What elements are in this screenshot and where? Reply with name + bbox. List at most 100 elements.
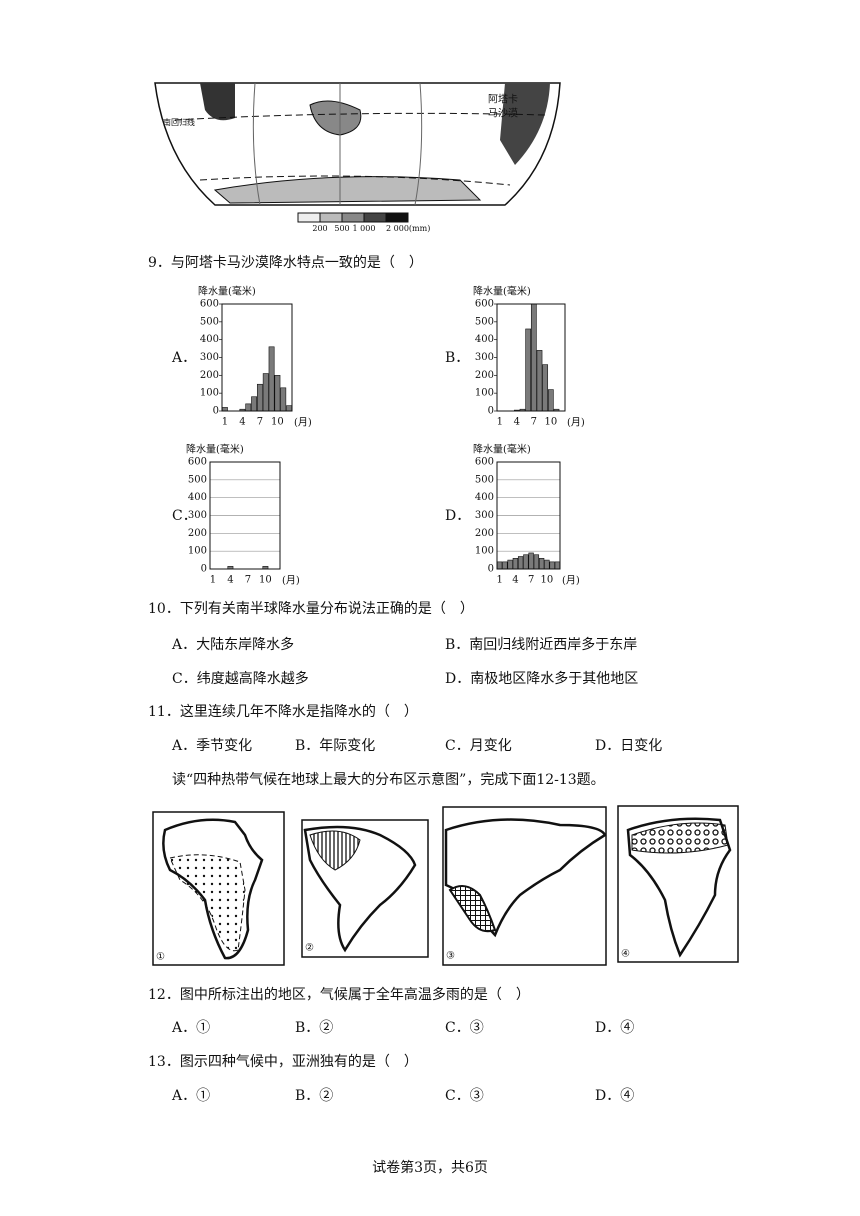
x-tick-label: 4 <box>239 417 245 428</box>
y-tick-label: 200 <box>200 370 219 381</box>
bar <box>542 364 549 412</box>
bar <box>547 389 554 412</box>
legend-label: 200 <box>312 224 327 233</box>
y-tick-label: 400 <box>200 334 219 345</box>
x-unit: (月) <box>567 417 585 429</box>
y-tick-label: 400 <box>188 492 207 503</box>
bar <box>538 557 545 570</box>
x-tick-label: 4 <box>227 575 233 586</box>
bar <box>512 557 519 570</box>
x-tick-label: 7 <box>257 417 263 428</box>
bar <box>533 554 540 570</box>
option: A．① <box>171 1020 210 1036</box>
option: D．④ <box>595 1020 634 1036</box>
option: C．月变化 <box>445 738 512 754</box>
y-tick-label: 0 <box>201 564 207 575</box>
option: B．② <box>295 1088 333 1104</box>
option-label: D． <box>445 508 470 524</box>
y-tick-label: 200 <box>188 528 207 539</box>
x-tick-label: 10 <box>271 417 284 428</box>
y-axis-label: 降水量(毫米) <box>473 285 531 298</box>
x-tick-label: 1 <box>496 575 502 586</box>
figure-label: ③ <box>446 951 455 962</box>
y-axis-label: 降水量(毫米) <box>186 443 244 456</box>
bar <box>502 561 508 570</box>
x-tick-label: 1 <box>222 417 228 428</box>
option: C．③ <box>445 1088 484 1104</box>
map-label: 南回归线 <box>163 117 195 127</box>
option-label: B． <box>445 350 469 366</box>
x-tick-label: 10 <box>259 575 272 586</box>
legend-label: 2 000(mm) <box>386 224 430 233</box>
bar <box>251 396 258 412</box>
question-stem: 9．与阿塔卡马沙漠降水特点一致的是（ ） <box>148 255 423 271</box>
precipitation-map: 阿塔卡 马沙漠 南回归线 200 500 1 000 2 000(mm) <box>154 82 561 233</box>
y-tick-label: 500 <box>475 316 494 327</box>
x-tick-label: 7 <box>531 417 537 428</box>
bar <box>528 552 534 570</box>
bar <box>530 303 537 412</box>
y-tick-label: 300 <box>188 510 207 521</box>
x-unit: (月) <box>282 575 300 587</box>
question-stem: 10．下列有关南半球降水量分布说法正确的是（ ） <box>148 601 474 617</box>
x-tick-label: 10 <box>541 575 554 586</box>
option-label: A． <box>171 350 196 366</box>
option-label: C． <box>172 508 197 524</box>
option: A．① <box>171 1088 210 1104</box>
map-label: 阿塔卡 <box>488 93 518 106</box>
y-axis-label: 降水量(毫米) <box>198 285 256 298</box>
bar <box>517 556 524 570</box>
x-unit: (月) <box>294 417 312 429</box>
bar <box>262 373 269 412</box>
option: D．日变化 <box>595 738 662 754</box>
figure-label: ② <box>305 943 314 954</box>
figure-label: ④ <box>621 949 630 960</box>
bar <box>536 350 543 412</box>
footer: 试卷第3页，共6页 <box>372 1159 488 1176</box>
option: C．③ <box>445 1020 484 1036</box>
x-tick-label: 10 <box>544 417 557 428</box>
bar <box>268 346 275 412</box>
bar <box>554 561 561 570</box>
y-tick-label: 100 <box>200 388 219 399</box>
figure-label: ① <box>156 952 165 963</box>
bar <box>256 383 263 412</box>
y-tick-label: 0 <box>488 406 494 417</box>
option: C．纬度越高降水越多 <box>172 670 309 687</box>
y-tick-label: 300 <box>475 352 494 363</box>
question-stem: 12．图中所标注出的地区，气候属于全年高温多雨的是（ ） <box>148 986 530 1003</box>
y-tick-label: 200 <box>475 528 494 539</box>
y-tick-label: 600 <box>475 299 494 310</box>
x-tick-label: 4 <box>512 575 518 586</box>
bar <box>525 328 532 412</box>
x-unit: (月) <box>562 575 580 587</box>
bar <box>523 554 529 570</box>
option: B．南回归线附近西岸多于东岸 <box>445 636 637 653</box>
bar <box>280 387 287 412</box>
x-tick-label: 4 <box>514 417 520 428</box>
x-tick-label: 7 <box>245 575 251 586</box>
y-tick-label: 0 <box>213 406 219 417</box>
climate-maps <box>152 805 739 966</box>
y-tick-label: 600 <box>475 457 494 468</box>
bar <box>507 559 513 570</box>
x-tick-label: 7 <box>528 575 534 586</box>
option: A．季节变化 <box>171 738 252 754</box>
y-tick-label: 300 <box>475 510 494 521</box>
x-tick-label: 1 <box>210 575 216 586</box>
y-tick-label: 500 <box>200 316 219 327</box>
bar <box>544 559 550 570</box>
question-stem: 11．这里连续几年不降水是指降水的（ ） <box>148 703 418 720</box>
bar <box>221 407 228 412</box>
bar <box>549 561 555 570</box>
bar <box>286 405 293 412</box>
option: B．年际变化 <box>295 738 375 754</box>
y-tick-label: 100 <box>188 546 207 557</box>
plot-frame <box>209 461 281 570</box>
bar <box>245 403 252 412</box>
y-tick-label: 400 <box>475 334 494 345</box>
y-tick-label: 100 <box>475 546 494 557</box>
y-tick-label: 300 <box>200 352 219 363</box>
